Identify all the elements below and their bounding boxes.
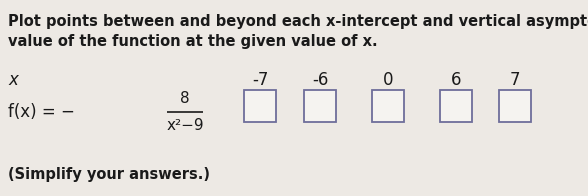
Text: (Simplify your answers.): (Simplify your answers.)	[8, 168, 210, 182]
Text: 8: 8	[180, 91, 190, 105]
Bar	[440, 90, 472, 122]
Bar	[372, 90, 404, 122]
Text: value of the function at the given value of x.: value of the function at the given value…	[8, 34, 377, 49]
Text: -6: -6	[312, 71, 328, 89]
Text: Plot points between and beyond each x-intercept and vertical asymptote. Find the: Plot points between and beyond each x-in…	[8, 14, 588, 29]
Bar	[304, 90, 336, 122]
Text: f(x) = −: f(x) = −	[8, 103, 75, 121]
Text: x: x	[8, 71, 18, 89]
Bar	[499, 90, 531, 122]
Text: x²−9: x²−9	[166, 119, 204, 133]
Text: 7: 7	[510, 71, 520, 89]
Bar	[244, 90, 276, 122]
Text: 0: 0	[383, 71, 393, 89]
Text: -7: -7	[252, 71, 268, 89]
Text: 6: 6	[451, 71, 461, 89]
